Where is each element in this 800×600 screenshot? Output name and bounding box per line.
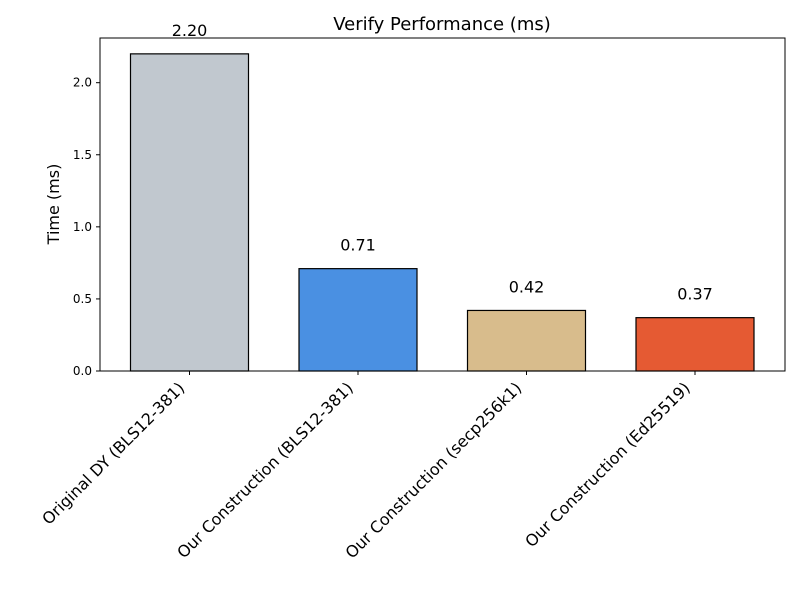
bar-value-label: 0.37 <box>677 285 713 304</box>
y-tick-label: 2.0 <box>73 76 92 90</box>
bar <box>635 317 755 372</box>
y-tick-label: 1.5 <box>73 148 92 162</box>
bar <box>466 309 587 372</box>
x-tick-label: Original DY (BLS12-381) <box>38 378 188 528</box>
bar <box>129 53 250 372</box>
y-axis-label: Time (ms) <box>44 164 63 246</box>
bar <box>298 268 418 372</box>
plot-area: 2.20 0.71 0.42 0.37 0.0 0.5 1.0 1.5 2.0 Original … <box>38 21 786 562</box>
y-tick-label: 1.0 <box>73 220 92 234</box>
bar-value-label: 2.20 <box>172 21 208 40</box>
bar-value-label: 0.42 <box>509 277 545 296</box>
bar-value-label: 0.71 <box>340 236 376 255</box>
x-tick-label: Our Construction (BLS12-381) <box>173 378 357 562</box>
chart-title: Verify Performance (ms) <box>333 14 551 35</box>
axes-frame <box>99 37 786 372</box>
x-tick-label: Our Construction (secp256k1) <box>342 378 526 562</box>
x-tick-label: Our Construction (Ed25519) <box>521 378 694 551</box>
y-tick-label: 0.0 <box>73 364 92 378</box>
y-tick-label: 0.5 <box>73 292 92 306</box>
